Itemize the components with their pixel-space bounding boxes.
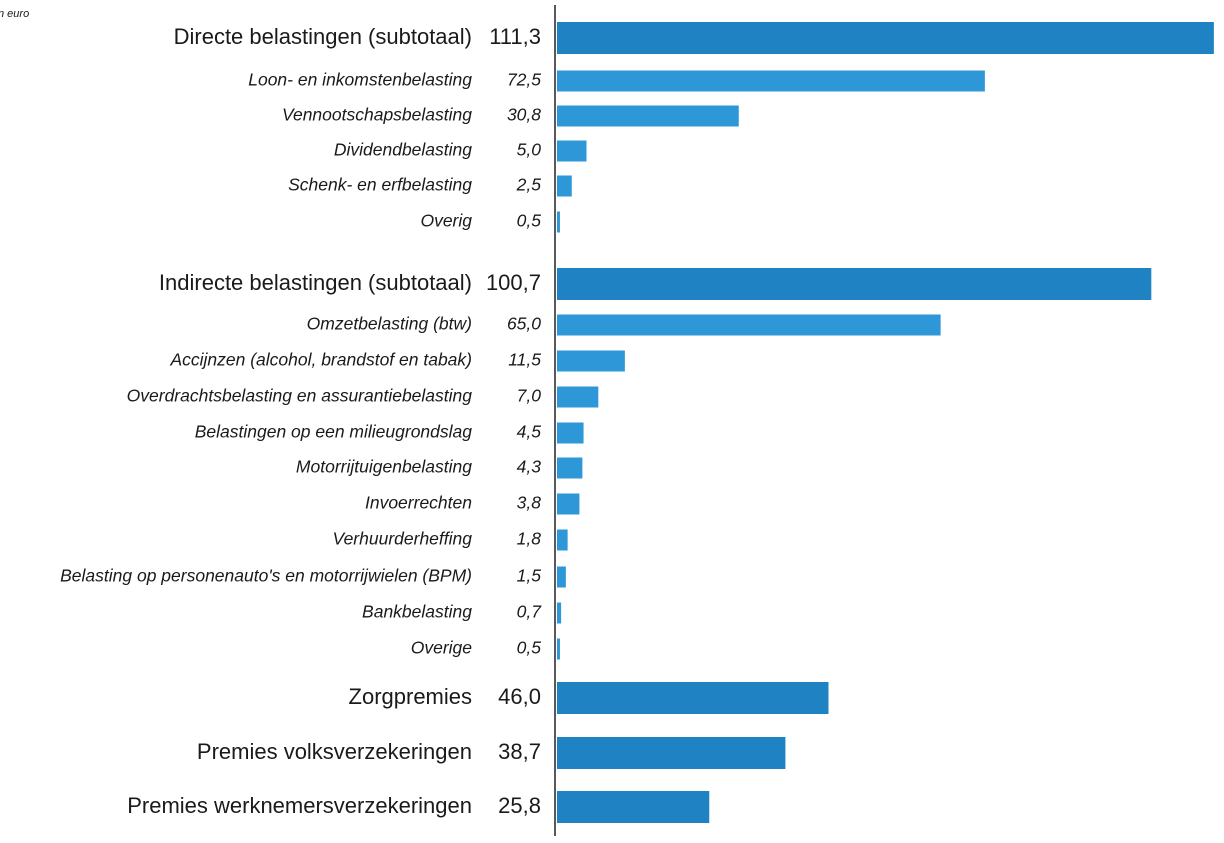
- value-label: 4,5: [517, 422, 542, 442]
- category-label: Belasting op personenauto's en motorrijw…: [60, 566, 472, 586]
- bar: [557, 682, 829, 714]
- category-label: Schenk- en erfbelasting: [288, 175, 472, 195]
- value-label: 7,0: [517, 386, 542, 406]
- bar: [557, 386, 599, 408]
- category-label: Invoerrechten: [365, 493, 472, 513]
- category-label: Premies werknemersverzekeringen: [127, 793, 472, 818]
- category-label: Motorrijtuigenbelasting: [296, 457, 472, 477]
- category-label: Loon- en inkomstenbelasting: [248, 70, 472, 90]
- bar: [557, 140, 587, 162]
- chart-subtitle: n euro: [0, 8, 29, 20]
- category-label: Overig: [420, 211, 472, 231]
- category-label: Verhuurderheffing: [333, 529, 473, 549]
- bar: [557, 638, 560, 660]
- bar: [557, 22, 1214, 54]
- value-label: 4,3: [517, 457, 542, 477]
- value-label: 25,8: [498, 793, 541, 818]
- value-label: 65,0: [507, 314, 541, 334]
- value-label: 5,0: [517, 140, 542, 160]
- category-label: Directe belastingen (subtotaal): [174, 24, 472, 49]
- value-label: 46,0: [498, 684, 541, 709]
- category-label: Overige: [411, 638, 473, 658]
- value-label: 1,5: [517, 566, 542, 586]
- category-label: Vennootschapsbelasting: [282, 105, 472, 125]
- value-label: 72,5: [507, 70, 541, 90]
- bar: [557, 422, 584, 444]
- category-label: Indirecte belastingen (subtotaal): [159, 270, 472, 295]
- category-label: Overdrachtsbelasting en assurantiebelast…: [127, 386, 473, 406]
- value-label: 0,5: [517, 211, 542, 231]
- value-label: 2,5: [516, 175, 542, 195]
- bar: [557, 70, 985, 92]
- category-label: Omzetbelasting (btw): [307, 314, 472, 334]
- category-label: Belastingen op een milieugrondslag: [195, 422, 473, 442]
- value-label: 30,8: [507, 105, 541, 125]
- bar: [557, 350, 625, 372]
- bar: [557, 493, 580, 515]
- bar: [557, 211, 560, 233]
- value-label: 100,7: [486, 270, 541, 295]
- category-label: Premies volksverzekeringen: [197, 739, 472, 764]
- bar: [557, 314, 941, 336]
- bar: [557, 566, 566, 588]
- bar: [557, 529, 568, 551]
- bar: [557, 737, 786, 769]
- value-label: 11,5: [508, 350, 541, 370]
- category-label: Accijnzen (alcohol, brandstof en tabak): [169, 350, 472, 370]
- value-label: 38,7: [498, 739, 541, 764]
- category-label: Dividendbelasting: [334, 140, 472, 160]
- bar: [557, 791, 710, 823]
- value-label: 0,7: [517, 602, 543, 622]
- bar: [557, 105, 739, 127]
- category-label: Zorgpremies: [349, 684, 472, 709]
- bar: [557, 602, 562, 624]
- bar: [557, 268, 1152, 300]
- bar: [557, 457, 583, 479]
- value-label: 111,3: [489, 24, 541, 49]
- value-label: 0,5: [517, 638, 542, 658]
- bar: [557, 175, 572, 197]
- value-label: 3,8: [517, 493, 542, 513]
- value-label: 1,8: [517, 529, 542, 549]
- category-label: Bankbelasting: [362, 602, 472, 622]
